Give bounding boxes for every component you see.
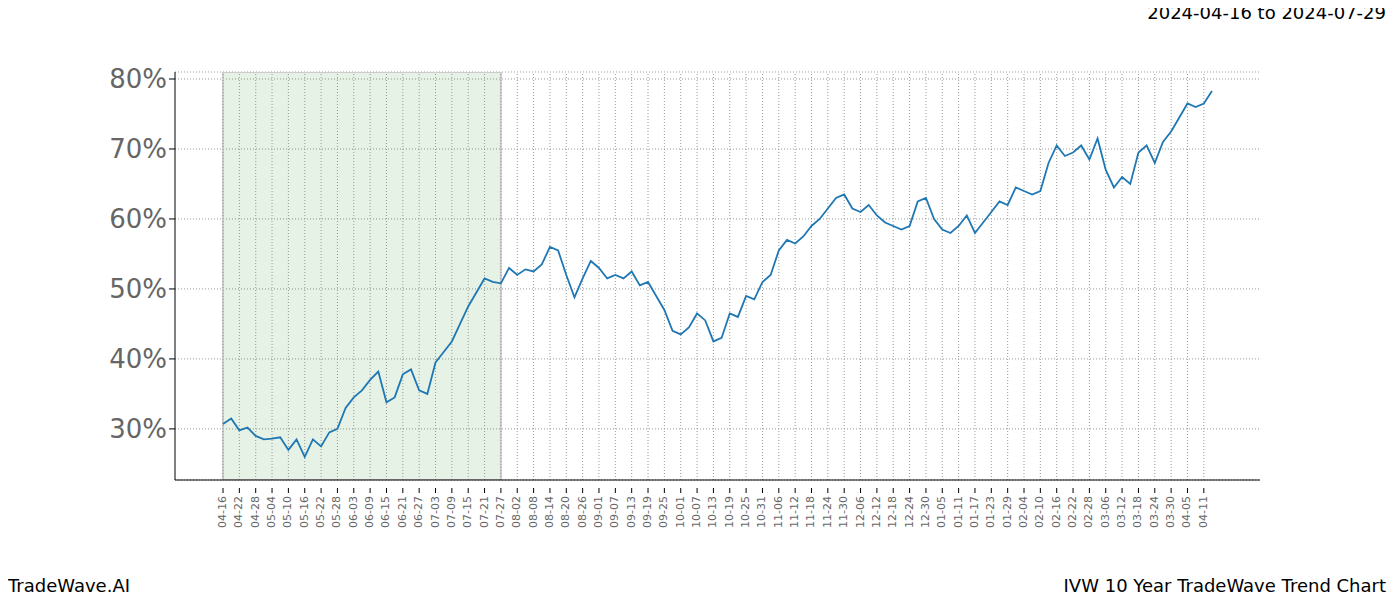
svg-text:08-26: 08-26 (576, 496, 589, 528)
html-text:2024-04-16 to 2024-07-29: 2024-04-16 to 2024-07-29 (1147, 2, 1386, 23)
svg-text:10-19: 10-19 (723, 496, 736, 528)
svg-text:05-04: 05-04 (265, 496, 278, 528)
svg-text:02-28: 02-28 (1082, 496, 1095, 528)
svg-text:11-12: 11-12 (788, 496, 801, 528)
svg-text:10-25: 10-25 (739, 496, 752, 528)
svg-text:12-06: 12-06 (854, 496, 867, 528)
svg-text:10-01: 10-01 (674, 496, 687, 528)
svg-text:09-07: 09-07 (608, 496, 621, 528)
svg-text:60%: 60% (109, 204, 167, 234)
svg-text:80%: 80% (109, 64, 167, 94)
svg-text:04-05: 04-05 (1180, 496, 1193, 528)
html-text:TradeWave.AI: TradeWave.AI (8, 575, 130, 596)
svg-text:10-07: 10-07 (690, 496, 703, 528)
svg-text:05-16: 05-16 (298, 496, 311, 528)
svg-text:01-11: 01-11 (952, 496, 965, 528)
svg-text:10-13: 10-13 (706, 496, 719, 528)
svg-text:09-01: 09-01 (592, 496, 605, 528)
svg-text:09-19: 09-19 (641, 496, 654, 528)
svg-text:03-30: 03-30 (1164, 496, 1177, 528)
svg-text:11-24: 11-24 (821, 496, 834, 528)
svg-text:02-22: 02-22 (1066, 496, 1079, 528)
svg-text:12-24: 12-24 (903, 496, 916, 528)
svg-text:02-16: 02-16 (1050, 496, 1063, 528)
svg-text:07-27: 07-27 (494, 496, 507, 528)
svg-text:06-03: 06-03 (347, 496, 360, 528)
svg-text:03-12: 03-12 (1115, 496, 1128, 528)
svg-text:01-23: 01-23 (984, 496, 997, 528)
html-text:IVW 10 Year TradeWave Trend Ch: IVW 10 Year TradeWave Trend Chart (1063, 575, 1386, 596)
svg-text:03-06: 03-06 (1099, 496, 1112, 528)
svg-text:30%: 30% (109, 414, 167, 444)
svg-text:70%: 70% (109, 134, 167, 164)
svg-text:02-04: 02-04 (1017, 496, 1030, 528)
svg-text:11-06: 11-06 (772, 496, 785, 528)
svg-text:01-29: 01-29 (1001, 496, 1014, 528)
svg-text:01-05: 01-05 (935, 496, 948, 528)
svg-text:08-08: 08-08 (527, 496, 540, 528)
svg-text:04-22: 04-22 (232, 496, 245, 528)
svg-text:05-28: 05-28 (330, 496, 343, 528)
svg-text:05-22: 05-22 (314, 496, 327, 528)
svg-text:03-24: 03-24 (1148, 496, 1161, 528)
svg-text:06-21: 06-21 (396, 496, 409, 528)
svg-text:07-21: 07-21 (478, 496, 491, 528)
svg-text:05-10: 05-10 (281, 496, 294, 528)
svg-text:07-15: 07-15 (461, 496, 474, 528)
svg-text:07-03: 07-03 (429, 496, 442, 528)
svg-text:02-10: 02-10 (1033, 496, 1046, 528)
svg-text:08-20: 08-20 (559, 496, 572, 528)
svg-text:10-31: 10-31 (755, 496, 768, 528)
svg-text:12-12: 12-12 (870, 496, 883, 528)
svg-text:12-18: 12-18 (886, 496, 899, 528)
svg-text:04-11: 04-11 (1197, 496, 1210, 528)
svg-text:40%: 40% (109, 344, 167, 374)
svg-text:08-02: 08-02 (510, 496, 523, 528)
svg-text:04-16: 04-16 (216, 496, 229, 528)
svg-text:11-30: 11-30 (837, 496, 850, 528)
svg-text:06-27: 06-27 (412, 496, 425, 528)
svg-text:06-09: 06-09 (363, 496, 376, 528)
svg-text:12-30: 12-30 (919, 496, 932, 528)
svg-text:01-17: 01-17 (968, 496, 981, 528)
svg-text:09-13: 09-13 (625, 496, 638, 528)
svg-text:03-18: 03-18 (1131, 496, 1144, 528)
svg-text:08-14: 08-14 (543, 496, 556, 528)
svg-text:07-09: 07-09 (445, 496, 458, 528)
svg-text:11-18: 11-18 (804, 496, 817, 528)
svg-text:09-25: 09-25 (657, 496, 670, 528)
svg-text:04-28: 04-28 (249, 496, 262, 528)
svg-text:06-15: 06-15 (379, 496, 392, 528)
svg-text:50%: 50% (109, 274, 167, 304)
